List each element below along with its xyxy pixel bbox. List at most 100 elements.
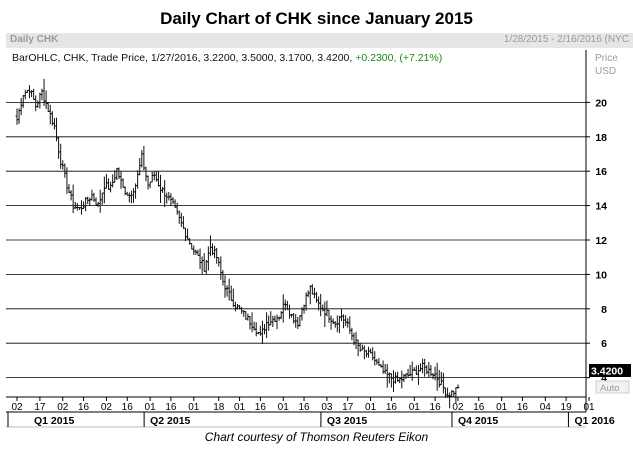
ohlc-bar bbox=[113, 170, 117, 183]
quarter-labels: Q1 2015 Q2 2015 Q3 2015 Q4 2015 Q1 2016 bbox=[7, 412, 615, 427]
date-tick-16: 01 bbox=[365, 402, 377, 413]
ohlc-bar bbox=[344, 315, 348, 327]
chart-credit: Chart courtesy of Thomson Reuters Eikon bbox=[204, 430, 429, 444]
auto-scale-button[interactable]: Auto bbox=[595, 380, 630, 394]
ohlc-bar bbox=[310, 284, 314, 295]
ohlc-bar bbox=[111, 174, 115, 188]
ohlc-bar bbox=[385, 363, 389, 388]
ohlc-bar bbox=[206, 246, 210, 271]
price-tick-16: 16 bbox=[595, 166, 607, 178]
ohlc-bar bbox=[152, 171, 156, 181]
symbol-label: Daily CHK bbox=[10, 34, 59, 45]
ohlc-bar bbox=[36, 100, 40, 108]
ohlc-bar bbox=[100, 192, 104, 205]
ohlc-bar bbox=[98, 189, 102, 213]
page-title: Daily Chart of CHK since January 2015 bbox=[160, 9, 473, 28]
date-tick-9: 18 bbox=[213, 402, 225, 413]
gridlines bbox=[6, 102, 586, 379]
ohlc-bar bbox=[196, 249, 200, 256]
ohlc-bars bbox=[15, 78, 460, 409]
ohlc-bar bbox=[419, 363, 423, 372]
ohlc-bar bbox=[192, 245, 196, 256]
date-tick-3: 16 bbox=[78, 402, 90, 413]
ohlc-bar bbox=[425, 365, 429, 375]
ohlc-bar bbox=[161, 186, 165, 193]
date-tick-13: 16 bbox=[298, 402, 310, 413]
ohlc-bar bbox=[337, 315, 341, 334]
ohlc-bar bbox=[88, 197, 92, 206]
ohlc-bar bbox=[140, 150, 144, 168]
ohlc-bar bbox=[398, 377, 402, 384]
ohlc-bar bbox=[456, 384, 460, 389]
ohlc-bar bbox=[44, 90, 48, 110]
date-tick-10: 01 bbox=[234, 402, 246, 413]
date-tick-11: 16 bbox=[255, 402, 267, 413]
ohlc-bar bbox=[32, 88, 36, 100]
quarter-label-2: Q3 2015 bbox=[327, 415, 367, 427]
date-tick-18: 01 bbox=[409, 402, 421, 413]
price-tick-20: 20 bbox=[595, 97, 607, 109]
ohlc-bar bbox=[275, 314, 279, 330]
ohlc-bar bbox=[175, 202, 179, 215]
ohlc-bar bbox=[331, 318, 335, 325]
ohlc-bar bbox=[208, 235, 212, 257]
ohlc-bar bbox=[443, 387, 447, 398]
series-ohlc-text: BarOHLC, CHK, Trade Price, 1/27/2016, 3.… bbox=[12, 52, 353, 64]
date-tick-7: 16 bbox=[165, 402, 177, 413]
ohlc-bar bbox=[319, 293, 323, 317]
ohlc-bar bbox=[265, 312, 269, 339]
series-legend: BarOHLC, CHK, Trade Price, 1/27/2016, 3.… bbox=[10, 52, 445, 64]
ohlc-bar bbox=[315, 291, 319, 303]
ohlc-bar bbox=[362, 345, 366, 360]
ohlc-bar bbox=[231, 288, 235, 307]
quarter-band bbox=[6, 412, 586, 428]
ohlc-bar bbox=[329, 315, 333, 330]
ohlc-bar bbox=[306, 290, 310, 298]
ohlc-bar bbox=[342, 314, 346, 329]
ohlc-bar bbox=[34, 95, 38, 112]
ohlc-bar bbox=[263, 324, 267, 335]
ohlc-bar bbox=[19, 98, 23, 116]
quarter-label-0: Q1 2015 bbox=[34, 415, 74, 427]
quarter-label-3: Q4 2015 bbox=[458, 415, 498, 427]
ohlc-bar bbox=[183, 227, 187, 241]
ohlc-bar bbox=[439, 371, 443, 386]
ohlc-bar bbox=[213, 245, 217, 259]
ohlc-bar bbox=[229, 285, 233, 301]
ohlc-bar bbox=[431, 373, 435, 380]
price-axis-title: Price bbox=[595, 53, 618, 64]
date-tick-12: 01 bbox=[278, 402, 290, 413]
ohlc-bar bbox=[71, 184, 75, 214]
ohlc-bar bbox=[406, 368, 410, 378]
ohlc-bar bbox=[142, 145, 146, 171]
ohlc-bar bbox=[23, 89, 27, 100]
ohlc-bar bbox=[312, 287, 316, 299]
date-tick-24: 04 bbox=[540, 402, 552, 413]
date-tick-1: 17 bbox=[34, 402, 46, 413]
ohlc-bar bbox=[96, 201, 100, 208]
ohlc-bar bbox=[123, 186, 127, 196]
ohlc-bar bbox=[104, 173, 108, 189]
ohlc-bar bbox=[296, 316, 300, 329]
ohlc-bar bbox=[219, 256, 223, 280]
date-tick-17: 16 bbox=[386, 402, 398, 413]
ohlc-bar bbox=[52, 118, 56, 130]
ohlc-bar bbox=[59, 143, 63, 169]
last-price-value: 3.4200 bbox=[591, 366, 623, 378]
ohlc-bar bbox=[416, 365, 420, 385]
ohlc-bar bbox=[360, 344, 364, 351]
ohlc-bar bbox=[441, 372, 445, 394]
ohlc-bar bbox=[298, 315, 302, 327]
date-tick-22: 01 bbox=[496, 402, 508, 413]
ohlc-bar bbox=[389, 373, 393, 388]
ohlc-bar bbox=[186, 228, 190, 240]
ohlc-bar bbox=[446, 387, 450, 398]
ohlc-bar bbox=[179, 212, 183, 228]
ohlc-bar bbox=[371, 347, 375, 361]
ohlc-bar bbox=[225, 285, 229, 297]
ohlc-bar bbox=[156, 171, 160, 187]
ohlc-bar bbox=[42, 78, 46, 106]
ohlc-bar bbox=[383, 363, 387, 374]
ohlc-bar bbox=[356, 339, 360, 357]
